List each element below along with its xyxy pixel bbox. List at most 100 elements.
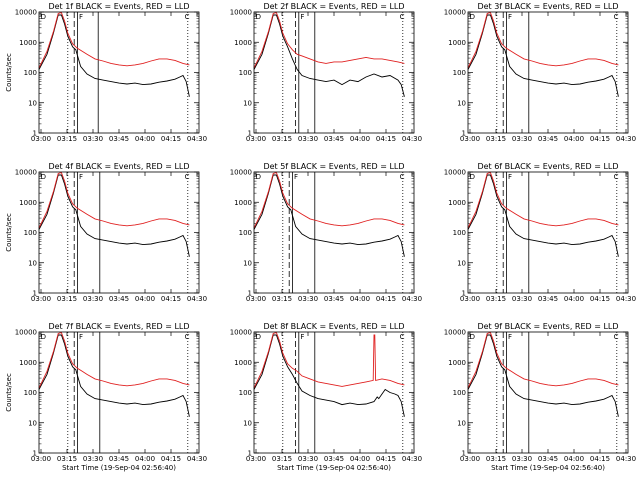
panel-det-9: Det 9f BLACK = Events, RED = LLD 1 10 100 10… xyxy=(444,322,636,472)
x-tick-label: 03:00 xyxy=(246,295,266,303)
flag-label: C xyxy=(614,333,619,341)
x-tick-label: 03:00 xyxy=(460,295,480,303)
x-tick-label: 03:00 xyxy=(31,135,51,143)
flag-label: F xyxy=(300,13,304,21)
x-tick-label: 04:00 xyxy=(135,455,155,463)
flag-label: C xyxy=(185,13,190,21)
series-line-events xyxy=(38,14,190,97)
panel-title: Det 8f BLACK = Events, RED = LLD xyxy=(263,322,404,331)
x-tick-label: 03:00 xyxy=(31,455,51,463)
panel-title: Det 4f BLACK = Events, RED = LLD xyxy=(48,162,189,171)
flag-label: C xyxy=(614,173,619,181)
x-tick-label: 03:30 xyxy=(83,455,103,463)
series-line-events xyxy=(253,174,405,257)
plot-frame xyxy=(253,331,415,454)
y-tick-label: 10000 xyxy=(230,9,252,17)
y-tick-label: 10000 xyxy=(444,169,466,177)
panel-det-2: Det 2f BLACK = Events, RED = LLD 1 10 100 10… xyxy=(230,2,422,143)
series-line-events xyxy=(467,334,619,417)
series-line-events xyxy=(253,334,405,417)
flag-label: D xyxy=(470,13,475,21)
y-tick-label: 10000 xyxy=(230,329,252,337)
series-line-lld xyxy=(467,332,619,389)
x-tick-label: 04:15 xyxy=(161,135,181,143)
y-tick-label: 1 xyxy=(462,290,466,298)
panel-title: Det 1f BLACK = Events, RED = LLD xyxy=(48,2,189,11)
panel-det-1: Det 1f BLACK = Events, RED = LLD 1 10 100 10… xyxy=(15,2,207,143)
series-line-events xyxy=(38,174,190,257)
x-axis-label: Start Time (19-Sep-04 02:56:40) xyxy=(491,464,605,472)
x-tick-label: 04:15 xyxy=(376,135,396,143)
x-axis-label: Start Time (19-Sep-04 02:56:40) xyxy=(277,464,391,472)
series-line-lld xyxy=(253,172,405,229)
y-tick-label: 100 xyxy=(453,69,466,77)
flag-label: D xyxy=(470,173,475,181)
series-line-lld xyxy=(38,172,190,229)
x-tick-label: 03:00 xyxy=(31,295,51,303)
x-tick-label: 04:15 xyxy=(161,295,181,303)
y-tick-label: 1 xyxy=(462,450,466,458)
plot-frame xyxy=(467,11,629,134)
flag-label: F xyxy=(79,333,83,341)
x-tick-label: 03:00 xyxy=(460,135,480,143)
panel-title: Det 5f BLACK = Events, RED = LLD xyxy=(263,162,404,171)
y-tick-label: 1000 xyxy=(19,359,37,367)
y-axis-label: Counts/sec xyxy=(5,373,13,412)
x-tick-label: 03:45 xyxy=(538,135,558,143)
x-tick-label: 04:30 xyxy=(616,455,636,463)
plot-frame xyxy=(467,171,629,294)
y-tick-label: 100 xyxy=(24,69,37,77)
y-tick-label: 10000 xyxy=(444,9,466,17)
x-tick-label: 03:30 xyxy=(298,135,318,143)
y-tick-label: 1000 xyxy=(448,359,466,367)
flag-label: F xyxy=(508,333,512,341)
flag-label: D xyxy=(41,13,46,21)
panel-title: Det 3f BLACK = Events, RED = LLD xyxy=(477,2,618,11)
y-tick-label: 100 xyxy=(239,69,252,77)
x-tick-label: 03:15 xyxy=(57,135,77,143)
x-tick-label: 03:30 xyxy=(512,455,532,463)
y-axis-label: Counts/sec xyxy=(5,213,13,252)
x-tick-label: 03:45 xyxy=(538,455,558,463)
y-tick-label: 10 xyxy=(28,259,37,267)
x-tick-label: 04:30 xyxy=(616,295,636,303)
panel-title: Det 9f BLACK = Events, RED = LLD xyxy=(477,322,618,331)
x-tick-label: 04:00 xyxy=(350,295,370,303)
y-tick-label: 10000 xyxy=(15,169,37,177)
x-tick-label: 04:30 xyxy=(187,295,207,303)
flag-label: F xyxy=(79,173,83,181)
y-tick-label: 1 xyxy=(248,130,252,138)
y-tick-label: 100 xyxy=(24,389,37,397)
series-line-lld xyxy=(253,332,405,389)
flag-label: C xyxy=(400,173,405,181)
flag-label: F xyxy=(508,13,512,21)
y-tick-label: 1 xyxy=(33,290,37,298)
series-line-events xyxy=(467,174,619,257)
x-tick-label: 03:15 xyxy=(272,455,292,463)
y-tick-label: 1 xyxy=(248,450,252,458)
y-tick-label: 1000 xyxy=(19,39,37,47)
flag-label: C xyxy=(185,333,190,341)
x-tick-label: 03:30 xyxy=(512,135,532,143)
x-tick-label: 03:00 xyxy=(246,455,266,463)
y-tick-label: 10 xyxy=(243,419,252,427)
series-line-lld xyxy=(467,172,619,229)
y-tick-label: 100 xyxy=(453,389,466,397)
flag-label: C xyxy=(400,13,405,21)
y-tick-label: 10 xyxy=(243,259,252,267)
y-tick-label: 10000 xyxy=(230,169,252,177)
x-tick-label: 03:45 xyxy=(324,455,344,463)
x-tick-label: 03:15 xyxy=(272,135,292,143)
y-tick-label: 1 xyxy=(33,130,37,138)
x-tick-label: 03:30 xyxy=(83,135,103,143)
x-tick-label: 03:45 xyxy=(109,135,129,143)
plot-frame xyxy=(38,11,200,134)
flag-label: D xyxy=(256,173,261,181)
x-tick-label: 04:15 xyxy=(376,455,396,463)
x-tick-label: 03:45 xyxy=(324,295,344,303)
y-tick-label: 10000 xyxy=(15,9,37,17)
series-line-lld xyxy=(253,12,405,69)
x-tick-label: 04:00 xyxy=(350,135,370,143)
series-line-events xyxy=(467,14,619,97)
